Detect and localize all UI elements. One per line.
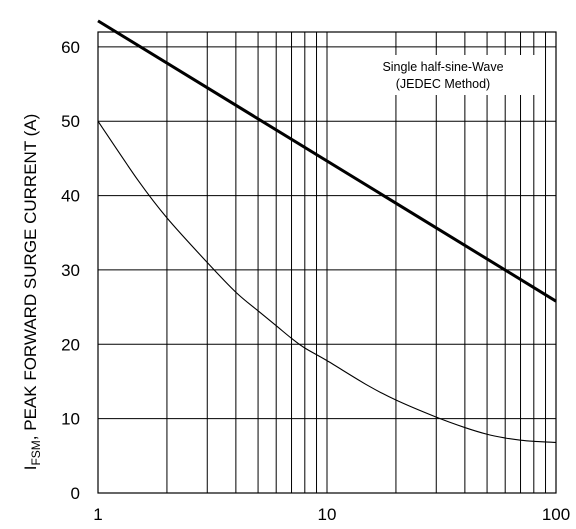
y-tick-label: 10 <box>61 410 80 429</box>
x-tick-label: 1 <box>93 505 102 524</box>
plot-border <box>97 31 557 494</box>
y-axis-label: IFSM, PEAK FORWARD SURGE CURRENT (A) <box>21 114 43 471</box>
annotation-background <box>350 55 536 95</box>
annotation: Single half-sine-Wave (JEDEC Method) <box>350 55 536 95</box>
y-tick-label: 30 <box>61 261 80 280</box>
y-axis-label-main: I <box>21 466 40 471</box>
y-tick-label: 40 <box>61 187 80 206</box>
x-tick-labels: 1 10 100 <box>93 505 570 524</box>
y-axis-label-subscript: FSM <box>29 440 43 465</box>
data-series <box>97 19 557 443</box>
y-tick-labels: 0 10 20 30 40 50 60 <box>61 38 80 503</box>
annotation-line-1: Single half-sine-Wave <box>382 60 503 74</box>
y-tick-label: 50 <box>61 112 80 131</box>
x-tick-label: 100 <box>542 505 570 524</box>
y-axis-label-rest: , PEAK FORWARD SURGE CURRENT (A) <box>21 114 40 441</box>
series-line-bold <box>97 19 557 303</box>
y-tick-label: 60 <box>61 38 80 57</box>
series-line-thin <box>97 120 557 443</box>
grid-lines <box>98 32 556 493</box>
x-tick-label: 10 <box>318 505 337 524</box>
plot-frame <box>97 31 557 494</box>
annotation-line-2: (JEDEC Method) <box>396 77 490 91</box>
y-tick-label: 0 <box>71 484 80 503</box>
y-tick-label: 20 <box>61 335 80 354</box>
